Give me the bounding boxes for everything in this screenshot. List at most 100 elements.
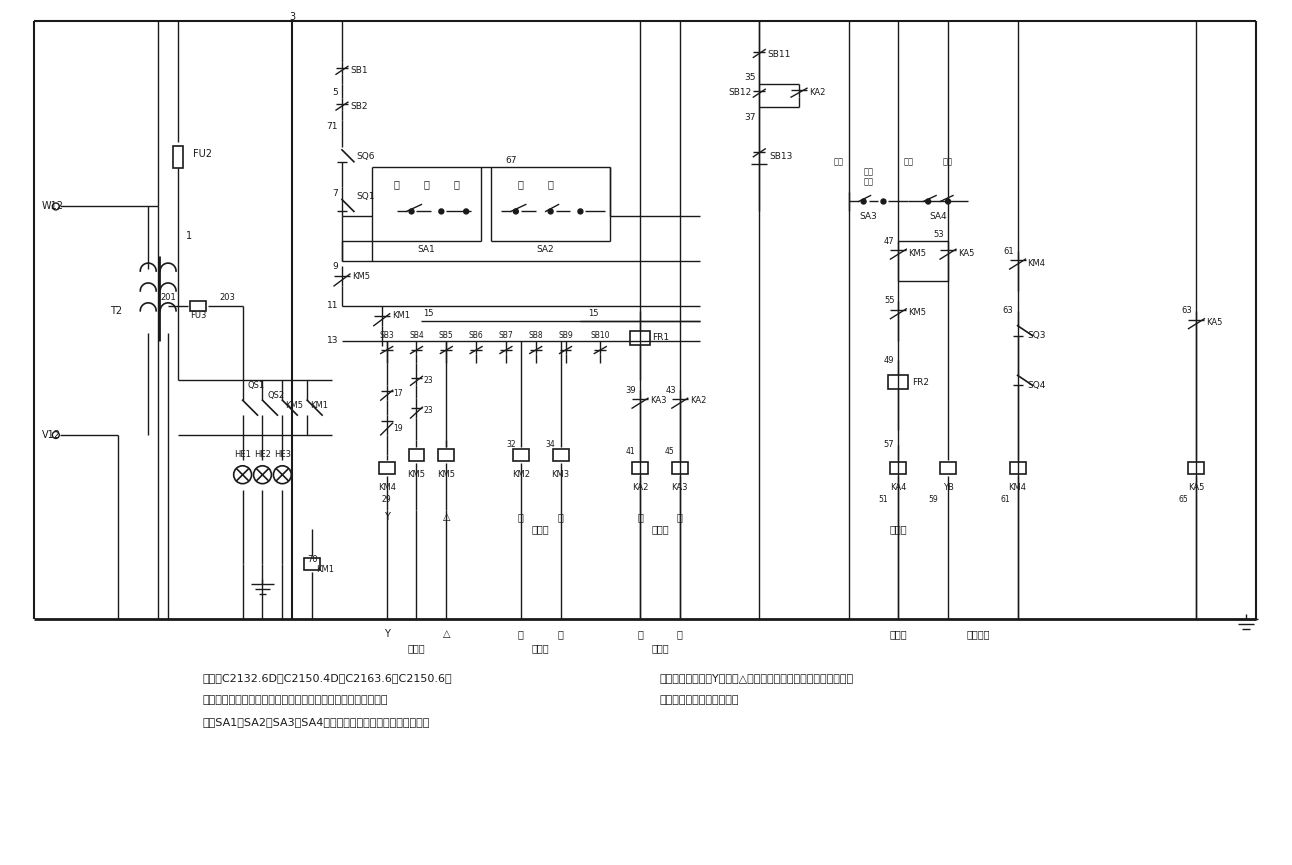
- Circle shape: [513, 209, 518, 214]
- Text: 29: 29: [382, 495, 391, 504]
- Text: 57: 57: [884, 440, 894, 450]
- Circle shape: [860, 199, 866, 204]
- Text: 开关SA1、SA2、SA3、SA4作为动作和程序的选择和控制，控制: 开关SA1、SA2、SA3、SA4作为动作和程序的选择和控制，控制: [203, 717, 430, 727]
- Bar: [630, 330, 650, 344]
- Bar: [632, 462, 649, 474]
- Text: KM4: KM4: [1027, 259, 1045, 267]
- Text: 19: 19: [394, 424, 403, 432]
- Text: 前: 前: [453, 180, 459, 189]
- Text: SB7: SB7: [499, 331, 513, 340]
- Bar: [672, 462, 687, 474]
- Text: KM5: KM5: [286, 400, 304, 410]
- Text: KM1: KM1: [317, 565, 335, 573]
- Text: 35: 35: [744, 73, 756, 82]
- Bar: [513, 449, 528, 461]
- Text: 71: 71: [327, 123, 339, 131]
- Text: 34: 34: [545, 440, 556, 450]
- Text: 却泵的起停以及无料预停。: 却泵的起停以及无料预停。: [660, 695, 739, 705]
- Circle shape: [881, 199, 886, 204]
- Text: 63: 63: [1182, 306, 1193, 315]
- Circle shape: [548, 209, 553, 214]
- Text: SB5: SB5: [439, 331, 453, 340]
- Text: 运层器: 运层器: [651, 524, 669, 535]
- Text: 65: 65: [1178, 495, 1189, 504]
- Text: 5: 5: [332, 87, 339, 97]
- Text: KM4: KM4: [1009, 484, 1027, 492]
- Text: KA2: KA2: [632, 484, 649, 492]
- Text: 正: 正: [637, 629, 643, 638]
- Text: 61: 61: [1003, 247, 1014, 256]
- Text: SQ1: SQ1: [355, 192, 375, 201]
- Text: 起动: 起动: [863, 167, 873, 176]
- Text: KM5: KM5: [908, 248, 926, 258]
- Bar: [889, 375, 908, 389]
- Text: 循环: 循环: [833, 157, 844, 166]
- Text: KA3: KA3: [672, 484, 689, 492]
- Text: 203: 203: [220, 293, 235, 303]
- Text: 70: 70: [306, 554, 318, 564]
- Text: QS1: QS1: [248, 381, 265, 390]
- Text: 11: 11: [327, 301, 339, 311]
- Text: 201: 201: [160, 293, 176, 303]
- Text: SB12: SB12: [729, 87, 752, 97]
- Text: T2: T2: [110, 306, 123, 316]
- Text: SB1: SB1: [350, 66, 367, 75]
- Text: 17: 17: [394, 388, 403, 398]
- Text: 55: 55: [884, 297, 894, 305]
- Text: FR2: FR2: [912, 378, 929, 387]
- Text: 3: 3: [289, 12, 296, 22]
- Text: KA5: KA5: [1189, 484, 1204, 492]
- Text: HE1: HE1: [234, 451, 251, 459]
- Text: SB10: SB10: [590, 331, 610, 340]
- Text: Y: Y: [384, 629, 390, 638]
- Text: KA5: KA5: [957, 248, 974, 258]
- Text: SA3: SA3: [859, 212, 877, 221]
- Text: 49: 49: [884, 356, 894, 365]
- Text: 运层器: 运层器: [651, 644, 669, 654]
- Text: △: △: [443, 512, 450, 522]
- Text: 39: 39: [625, 386, 636, 394]
- Text: 主电机: 主电机: [408, 644, 425, 654]
- Text: 67: 67: [505, 157, 517, 165]
- Bar: [553, 449, 568, 461]
- Text: KM5: KM5: [351, 272, 370, 280]
- Text: 后: 后: [548, 180, 553, 189]
- Text: KA4: KA4: [890, 484, 907, 492]
- Text: 正: 正: [518, 629, 523, 638]
- Text: KM1: KM1: [310, 400, 328, 410]
- Text: KA3: KA3: [650, 395, 667, 405]
- Text: 反: 反: [677, 629, 682, 638]
- Bar: [304, 558, 320, 570]
- Text: KM4: KM4: [377, 484, 395, 492]
- Circle shape: [410, 209, 413, 214]
- Text: 预停: 预停: [943, 157, 953, 166]
- Circle shape: [439, 209, 444, 214]
- Text: FU2: FU2: [193, 149, 212, 159]
- Text: 23: 23: [424, 406, 433, 414]
- Text: 分配轴: 分配轴: [532, 644, 549, 654]
- Text: 37: 37: [744, 112, 756, 122]
- Text: HE2: HE2: [255, 451, 271, 459]
- Bar: [890, 462, 906, 474]
- Text: 调整: 调整: [903, 157, 913, 166]
- Text: 冷却泵: 冷却泵: [890, 629, 907, 638]
- Text: 47: 47: [884, 237, 894, 246]
- Text: KA2: KA2: [690, 395, 707, 405]
- Text: 15: 15: [424, 310, 434, 318]
- Text: 所示为C2132.6D、C2150.4D、C2163.6、C2150.6型: 所示为C2132.6D、C2150.4D、C2163.6、C2150.6型: [203, 674, 452, 683]
- Text: SQ4: SQ4: [1027, 381, 1047, 390]
- Text: KM1: KM1: [391, 311, 410, 320]
- Text: 反: 反: [677, 512, 682, 522]
- Bar: [1189, 462, 1204, 474]
- Bar: [1009, 462, 1026, 474]
- Bar: [408, 449, 425, 461]
- Text: 7: 7: [332, 189, 339, 198]
- Circle shape: [578, 209, 583, 214]
- Text: Y: Y: [384, 512, 390, 522]
- Text: 反: 反: [558, 629, 563, 638]
- Text: KM2: KM2: [512, 471, 530, 479]
- Text: 43: 43: [665, 386, 676, 394]
- Text: 无料预停: 无料预停: [966, 629, 990, 638]
- Text: 63: 63: [1003, 306, 1014, 315]
- Text: 回路控制主电机的Y联接和△联接，分配轴和运层器的正反转、冷: 回路控制主电机的Y联接和△联接，分配轴和运层器的正反转、冷: [660, 674, 854, 683]
